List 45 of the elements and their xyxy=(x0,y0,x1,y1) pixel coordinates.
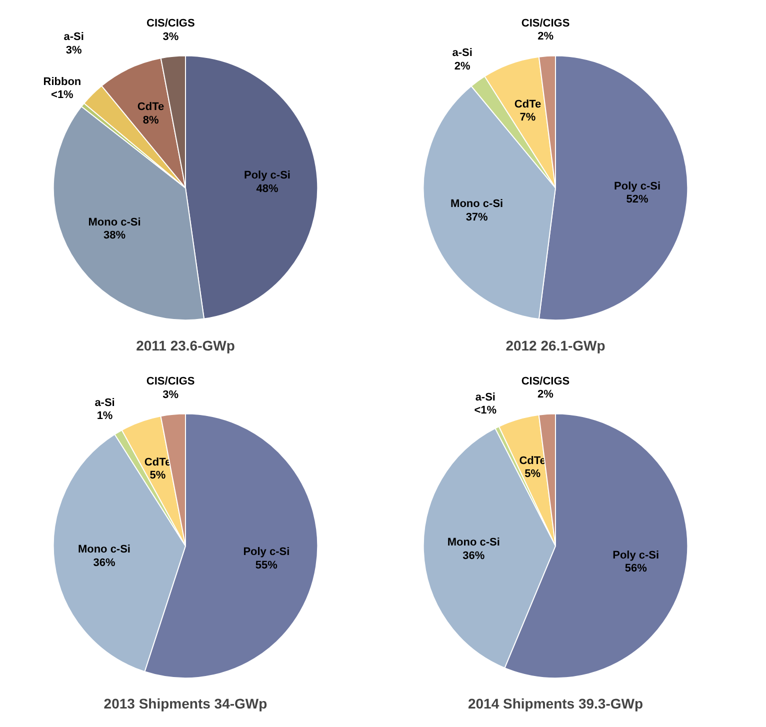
data-label: 3% xyxy=(66,44,82,56)
data-label: 2% xyxy=(454,60,470,72)
data-label: 36% xyxy=(93,556,116,569)
slice-label: a-Si xyxy=(64,31,84,44)
text: 2012 26.1-GWp xyxy=(506,338,606,354)
slice-label: Mono c-Si xyxy=(88,216,141,228)
slice-label: Mono c-Si xyxy=(447,536,500,549)
text: 2014 Shipments 39.3-GWp xyxy=(468,696,644,712)
slice-label: CIS/CIGS xyxy=(146,376,195,388)
data-label: 5% xyxy=(150,470,166,482)
slice-label: a-Si xyxy=(94,397,115,409)
slice-label: Poly c-Si xyxy=(614,180,661,192)
slice-label: Mono c-Si xyxy=(450,198,504,210)
slice-label: a-Si xyxy=(452,47,472,60)
slice-label: a-Si xyxy=(475,391,496,404)
slice-label: Poly c-Si xyxy=(612,549,660,562)
slice-label: CdTe xyxy=(137,101,164,114)
data-label: 7% xyxy=(520,112,536,124)
slice-label: CIS/CIGS xyxy=(521,17,570,30)
slice-label: CdTe xyxy=(519,454,546,467)
slice-label: CIS/CIGS xyxy=(521,375,570,388)
slice-label: Poly c-Si xyxy=(243,546,290,558)
data-label: 56% xyxy=(624,562,648,575)
data-label: 2% xyxy=(538,388,554,400)
data-label: <1% xyxy=(474,404,497,416)
data-label: <1% xyxy=(51,88,74,101)
data-label: 55% xyxy=(255,559,278,572)
slice-label: CIS/CIGS xyxy=(146,18,195,30)
data-label: 38% xyxy=(104,229,126,242)
data-label: 52% xyxy=(626,194,648,206)
slice-label: Ribbon xyxy=(43,76,82,88)
data-label: 1% xyxy=(96,410,113,422)
slice-label: Mono c-Si xyxy=(78,544,131,556)
slice-label: Poly c-Si xyxy=(244,170,290,182)
data-label: 36% xyxy=(462,550,485,562)
data-label: 3% xyxy=(162,30,179,43)
data-label: 8% xyxy=(142,114,159,126)
data-label: 48% xyxy=(256,182,278,195)
data-label: 2% xyxy=(538,30,554,42)
data-label: 5% xyxy=(524,468,541,480)
data-label: 3% xyxy=(162,388,179,401)
data-label: 37% xyxy=(466,211,488,224)
text: 2013 Shipments 34-GWp xyxy=(104,696,268,712)
text: 2011 23.6-GWp xyxy=(136,338,235,354)
slice-label: CdTe xyxy=(514,98,542,110)
